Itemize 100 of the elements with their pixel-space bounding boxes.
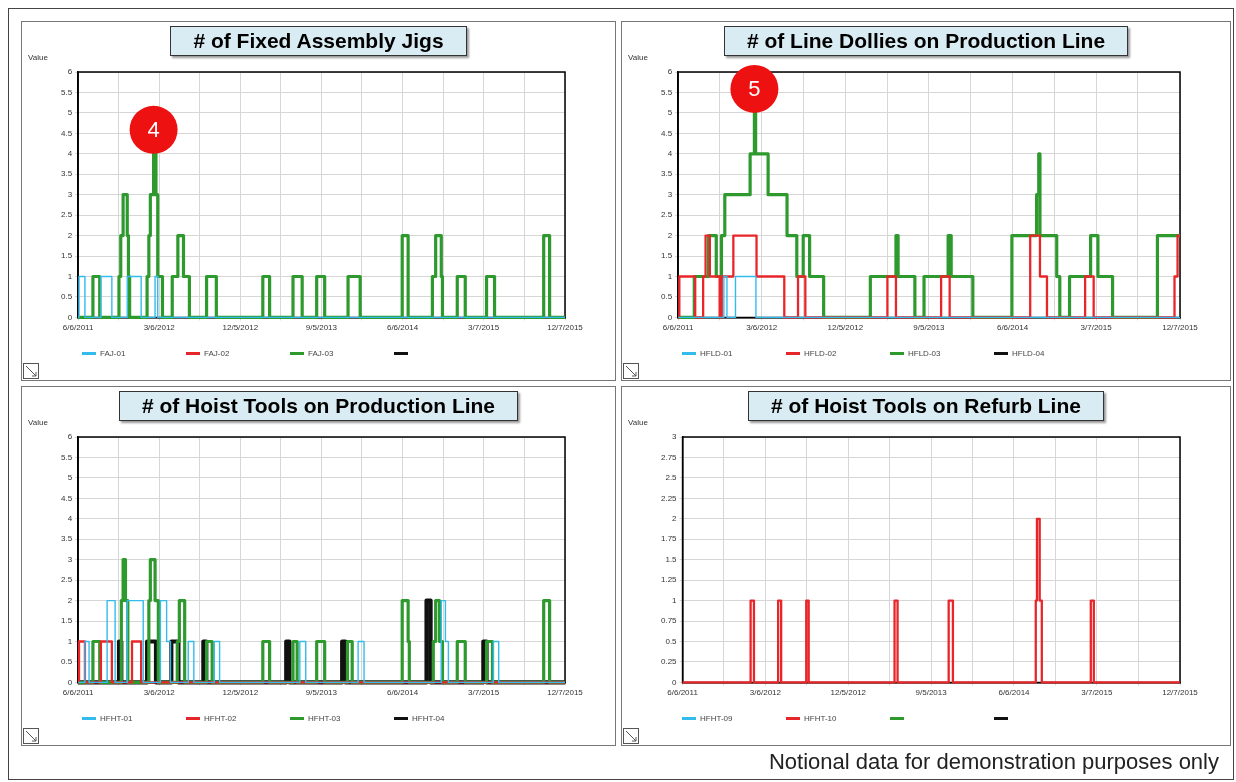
- y-tick-label: 5: [667, 108, 673, 118]
- y-tick-label: 4.5: [61, 493, 73, 503]
- annotation: 4: [147, 116, 160, 142]
- y-tick-label: 1.25: [660, 575, 678, 585]
- y-tick-label: 3: [667, 189, 673, 199]
- y-tick-label: 0: [667, 312, 673, 322]
- legend-label: HFHT-01: [100, 714, 133, 723]
- y-tick-label: 1.5: [661, 251, 673, 261]
- x-tick-label: 9/5/2013: [305, 323, 338, 333]
- y-tick-label: 3.5: [61, 534, 73, 544]
- y-tick-label: 4: [667, 149, 673, 158]
- x-tick-label: 6/6/2011: [662, 323, 694, 333]
- y-tick-label: 4.5: [661, 128, 673, 138]
- y-tick-label: 2: [67, 230, 73, 240]
- y-tick-label: 1.5: [665, 554, 678, 564]
- x-tick-label: 12/7/2015: [547, 688, 584, 698]
- chart-title: # of Fixed Assembly Jigs: [170, 26, 467, 56]
- y-tick-label: 5.5: [61, 87, 73, 97]
- annotation: 5: [748, 75, 761, 101]
- x-tick-label: 6/6/2014: [996, 323, 1029, 333]
- y-tick-label: 2: [67, 595, 73, 605]
- y-tick-label: 6: [67, 432, 73, 442]
- legend-label: HFHT-04: [412, 714, 445, 723]
- y-tick-label: 3.5: [61, 169, 73, 179]
- y-tick-label: 2.5: [665, 473, 678, 483]
- y-tick-label: 3.5: [661, 169, 673, 179]
- y-tick-label: 5.5: [61, 452, 73, 462]
- y-tick-label: 1: [667, 271, 673, 281]
- x-tick-label: 6/6/2011: [62, 323, 94, 333]
- y-tick-label: 1.5: [61, 616, 73, 626]
- y-tick-label: 1.75: [660, 534, 678, 544]
- y-tick-label: 2: [667, 230, 673, 240]
- x-tick-label: 12/7/2015: [1162, 688, 1199, 698]
- chart-title: # of Hoist Tools on Production Line: [118, 391, 519, 421]
- x-tick-label: 6/6/2014: [386, 323, 419, 333]
- x-tick-label: 6/6/2014: [386, 688, 419, 698]
- y-axis-title: Value: [28, 418, 49, 428]
- x-tick-label: 12/5/2012: [827, 323, 864, 333]
- legend-label: HFLD-04: [1012, 349, 1045, 358]
- x-tick-label: 12/5/2012: [830, 688, 867, 698]
- y-tick-label: 2.5: [61, 575, 73, 585]
- y-tick-label: 2.5: [661, 210, 673, 220]
- legend-label: HFHT-10: [804, 714, 837, 723]
- y-axis-title: Value: [28, 53, 49, 63]
- y-tick-label: 4: [67, 514, 73, 523]
- y-tick-label: 0.5: [665, 636, 678, 646]
- y-tick-label: 1: [67, 636, 73, 646]
- y-tick-label: 0: [67, 312, 73, 322]
- legend-label: HFHT-02: [204, 714, 237, 723]
- y-tick-label: 0.5: [61, 657, 73, 667]
- y-tick-label: 0: [672, 677, 678, 687]
- y-tick-label: 2.5: [61, 210, 73, 220]
- y-tick-label: 1.5: [61, 251, 73, 261]
- x-tick-label: 3/7/2015: [468, 323, 500, 333]
- y-tick-label: 5: [67, 108, 73, 118]
- y-tick-label: 0.25: [660, 657, 678, 667]
- x-tick-label: 3/6/2012: [143, 323, 176, 333]
- y-tick-label: 5: [67, 473, 73, 483]
- legend-label: FAJ-02: [204, 349, 230, 358]
- chart-title: # of Line Dollies on Production Line: [723, 26, 1129, 56]
- y-axis-title: Value: [628, 418, 649, 428]
- x-tick-label: 3/7/2015: [1080, 323, 1113, 333]
- x-tick-label: 12/7/2015: [1162, 323, 1199, 333]
- x-tick-label: 12/5/2012: [222, 688, 259, 698]
- y-tick-label: 4: [67, 149, 73, 158]
- y-tick-label: 6: [67, 67, 73, 77]
- y-tick-label: 1: [67, 271, 73, 281]
- y-axis-title: Value: [628, 53, 649, 63]
- chart-title: # of Hoist Tools on Refurb Line: [748, 391, 1104, 421]
- x-tick-label: 3/6/2012: [143, 688, 176, 698]
- y-tick-label: 3: [672, 432, 678, 442]
- y-tick-label: 2: [672, 514, 678, 523]
- x-tick-label: 9/5/2013: [913, 323, 946, 333]
- legend-label: HFLD-01: [700, 349, 733, 358]
- x-tick-label: 3/6/2012: [746, 323, 778, 333]
- legend-label: FAJ-01: [100, 349, 126, 358]
- x-tick-label: 12/7/2015: [547, 323, 584, 333]
- y-tick-label: 0.75: [660, 616, 678, 626]
- legend-label: FAJ-03: [308, 349, 334, 358]
- y-tick-label: 2.75: [660, 452, 678, 462]
- y-tick-label: 0: [67, 677, 73, 687]
- legend-label: HFLD-03: [908, 349, 941, 358]
- x-tick-label: 6/6/2014: [998, 688, 1031, 698]
- y-tick-label: 1: [672, 595, 678, 605]
- x-tick-label: 6/6/2011: [667, 688, 699, 698]
- x-tick-label: 9/5/2013: [305, 688, 338, 698]
- x-tick-label: 3/7/2015: [1081, 688, 1113, 698]
- x-tick-label: 3/6/2012: [749, 688, 782, 698]
- legend-label: HFHT-03: [308, 714, 341, 723]
- y-tick-label: 5.5: [661, 87, 673, 97]
- y-tick-label: 2.25: [660, 493, 678, 503]
- y-tick-label: 0.5: [661, 292, 673, 302]
- x-tick-label: 9/5/2013: [915, 688, 948, 698]
- text: Notional data for demonstration purposes only: [768, 749, 1219, 775]
- x-tick-label: 3/7/2015: [468, 688, 500, 698]
- legend-label: HFLD-02: [804, 349, 837, 358]
- y-tick-label: 3: [67, 189, 73, 199]
- x-tick-label: 12/5/2012: [222, 323, 259, 333]
- x-tick-label: 6/6/2011: [62, 688, 94, 698]
- y-tick-label: 0.5: [61, 292, 73, 302]
